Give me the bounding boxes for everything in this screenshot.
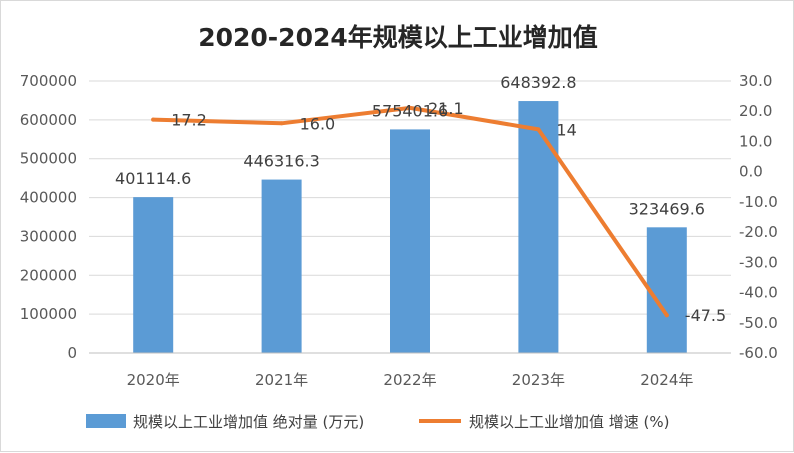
line-value-label: 21.1	[428, 99, 464, 118]
right-tick-label: 10.0	[739, 132, 772, 150]
line-point	[151, 117, 156, 122]
right-tick-label: -60.0	[739, 344, 778, 362]
line-series	[151, 105, 669, 318]
line-value-label: 17.2	[171, 111, 207, 130]
line-value-label: 16.0	[300, 114, 336, 133]
category-label: 2021年	[255, 371, 308, 389]
bar	[261, 179, 302, 353]
bar	[390, 129, 430, 353]
right-tick-label: 30.0	[739, 72, 772, 90]
left-tick-label: 0	[67, 344, 77, 362]
left-tick-label: 600000	[20, 111, 77, 129]
left-tick-label: 100000	[20, 305, 77, 323]
right-tick-label: -50.0	[739, 314, 778, 332]
left-tick-label: 700000	[20, 72, 77, 90]
right-tick-label: 0.0	[739, 163, 763, 181]
legend-bar-swatch	[86, 414, 126, 428]
bar-value-label: 446316.3	[243, 152, 319, 171]
bar-value-label: 401114.6	[115, 169, 191, 188]
bar-value-label: 575401.6	[372, 101, 448, 120]
legend: 规模以上工业增加值 绝对量 (万元) 规模以上工业增加值 增速 (%)	[86, 413, 670, 431]
left-tick-label: 200000	[20, 266, 77, 284]
legend-line-label: 规模以上工业增加值 增速 (%)	[469, 413, 670, 431]
bar-series	[133, 101, 687, 353]
left-value-axis: 0 100000 200000 300000 400000 500000 600000 700…	[20, 72, 77, 362]
right-tick-label: 20.0	[739, 102, 772, 120]
bar	[518, 101, 559, 353]
line-point	[664, 313, 669, 318]
chart-title: 2020-2024年规模以上工业增加值	[198, 23, 598, 52]
line-value-label: 14	[556, 120, 576, 139]
bar	[646, 227, 687, 353]
right-value-axis: -60.0 -50.0 -40.0 -30.0 -20.0 -10.0 0.0 10.0 20.…	[739, 72, 778, 362]
bar	[133, 197, 174, 353]
bar-value-label: 323469.6	[629, 199, 705, 218]
right-tick-label: -30.0	[739, 253, 778, 271]
right-tick-label: -40.0	[739, 284, 778, 302]
data-labels: 401114.6 446316.3 575401.6 648392.8 323469.6…	[115, 73, 726, 325]
right-tick-label: -20.0	[739, 223, 778, 241]
legend-bar-label: 规模以上工业增加值 绝对量 (万元)	[133, 413, 364, 431]
line-value-label: -47.5	[685, 306, 726, 325]
category-label: 2023年	[512, 371, 565, 389]
line-point	[408, 105, 412, 110]
category-label: 2022年	[383, 371, 436, 389]
category-label: 2020年	[127, 371, 180, 389]
category-axis: 2020年 2021年 2022年 2023年 2024年	[89, 352, 731, 389]
left-tick-label: 300000	[20, 227, 77, 245]
category-label: 2024年	[640, 371, 693, 389]
right-tick-label: -10.0	[739, 193, 778, 211]
bar-value-label: 648392.8	[500, 73, 576, 92]
left-tick-label: 500000	[20, 150, 77, 168]
line-point	[536, 127, 541, 132]
line-point	[279, 121, 284, 126]
left-tick-label: 400000	[20, 189, 77, 207]
